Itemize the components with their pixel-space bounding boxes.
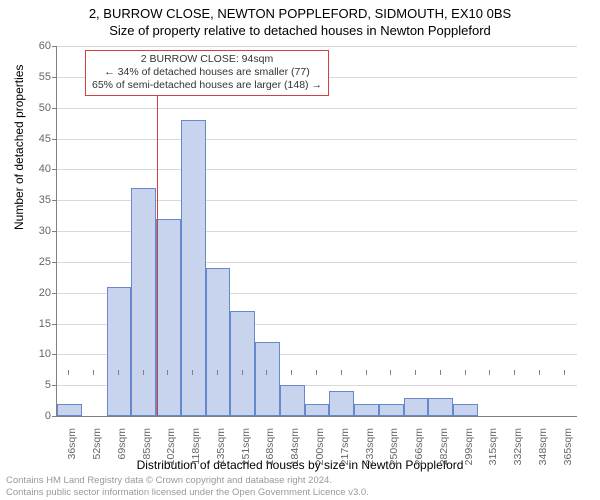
xtick-label: 315sqm bbox=[487, 428, 499, 472]
xtick-mark bbox=[366, 370, 367, 375]
footer-copyright-2: Contains public sector information licen… bbox=[6, 487, 369, 498]
histogram-bar bbox=[379, 404, 404, 416]
xtick-mark bbox=[118, 370, 119, 375]
ytick-label: 25 bbox=[23, 256, 51, 268]
xtick-label: 36sqm bbox=[66, 428, 78, 472]
ytick-label: 50 bbox=[23, 102, 51, 114]
xtick-label: 299sqm bbox=[463, 428, 475, 472]
histogram-chart: 0510152025303540455055602 BURROW CLOSE: … bbox=[56, 46, 577, 417]
ytick-mark bbox=[52, 108, 57, 109]
gridline bbox=[57, 46, 577, 47]
histogram-bar bbox=[428, 398, 453, 417]
histogram-bar bbox=[329, 391, 354, 416]
xtick-mark bbox=[242, 370, 243, 375]
histogram-bar bbox=[404, 398, 429, 417]
histogram-bar bbox=[131, 188, 156, 416]
ytick-mark bbox=[52, 354, 57, 355]
ytick-mark bbox=[52, 139, 57, 140]
xtick-mark bbox=[539, 370, 540, 375]
gridline bbox=[57, 139, 577, 140]
xtick-mark bbox=[192, 370, 193, 375]
ytick-mark bbox=[52, 385, 57, 386]
xtick-label: 282sqm bbox=[438, 428, 450, 472]
ytick-mark bbox=[52, 46, 57, 47]
ytick-mark bbox=[52, 200, 57, 201]
ytick-mark bbox=[52, 262, 57, 263]
ytick-label: 40 bbox=[23, 163, 51, 175]
xtick-label: 184sqm bbox=[289, 428, 301, 472]
xtick-label: 250sqm bbox=[388, 428, 400, 472]
annotation-box: 2 BURROW CLOSE: 94sqm← 34% of detached h… bbox=[85, 50, 329, 96]
histogram-bar bbox=[354, 404, 379, 416]
reference-line bbox=[157, 96, 158, 416]
ytick-label: 5 bbox=[23, 379, 51, 391]
xtick-mark bbox=[316, 370, 317, 375]
xtick-label: 151sqm bbox=[240, 428, 252, 472]
histogram-bar bbox=[57, 404, 82, 416]
gridline bbox=[57, 169, 577, 170]
ytick-label: 0 bbox=[23, 410, 51, 422]
xtick-mark bbox=[93, 370, 94, 375]
xtick-mark bbox=[341, 370, 342, 375]
xtick-mark bbox=[440, 370, 441, 375]
xtick-mark bbox=[167, 370, 168, 375]
page-title: 2, BURROW CLOSE, NEWTON POPPLEFORD, SIDM… bbox=[0, 0, 600, 21]
xtick-mark bbox=[217, 370, 218, 375]
ytick-label: 55 bbox=[23, 71, 51, 83]
ytick-label: 45 bbox=[23, 133, 51, 145]
histogram-bar bbox=[305, 404, 330, 416]
xtick-label: 69sqm bbox=[116, 428, 128, 472]
histogram-bar bbox=[280, 385, 305, 416]
xtick-mark bbox=[564, 370, 565, 375]
ytick-label: 20 bbox=[23, 287, 51, 299]
histogram-bar bbox=[230, 311, 255, 416]
xtick-mark bbox=[291, 370, 292, 375]
xtick-label: 233sqm bbox=[364, 428, 376, 472]
ytick-mark bbox=[52, 416, 57, 417]
page-subtitle: Size of property relative to detached ho… bbox=[0, 21, 600, 38]
xtick-label: 348sqm bbox=[537, 428, 549, 472]
histogram-bar bbox=[156, 219, 181, 416]
xtick-mark bbox=[489, 370, 490, 375]
annotation-line2: ← 34% of detached houses are smaller (77… bbox=[92, 66, 322, 79]
histogram-bar bbox=[453, 404, 478, 416]
ytick-mark bbox=[52, 324, 57, 325]
xtick-label: 365sqm bbox=[562, 428, 574, 472]
footer-copyright-1: Contains HM Land Registry data © Crown c… bbox=[6, 475, 332, 486]
xtick-mark bbox=[68, 370, 69, 375]
ytick-label: 60 bbox=[23, 40, 51, 52]
annotation-line1: 2 BURROW CLOSE: 94sqm bbox=[92, 53, 322, 66]
xtick-label: 85sqm bbox=[141, 428, 153, 472]
xtick-label: 217sqm bbox=[339, 428, 351, 472]
ytick-label: 35 bbox=[23, 194, 51, 206]
xtick-label: 135sqm bbox=[215, 428, 227, 472]
ytick-mark bbox=[52, 293, 57, 294]
ytick-label: 15 bbox=[23, 318, 51, 330]
xtick-mark bbox=[465, 370, 466, 375]
ytick-mark bbox=[52, 231, 57, 232]
ytick-label: 30 bbox=[23, 225, 51, 237]
xtick-mark bbox=[390, 370, 391, 375]
ytick-mark bbox=[52, 169, 57, 170]
histogram-bar bbox=[255, 342, 280, 416]
annotation-line3: 65% of semi-detached houses are larger (… bbox=[92, 79, 322, 92]
histogram-bar bbox=[107, 287, 132, 417]
xtick-label: 102sqm bbox=[165, 428, 177, 472]
xtick-label: 332sqm bbox=[512, 428, 524, 472]
xtick-label: 266sqm bbox=[413, 428, 425, 472]
xtick-mark bbox=[143, 370, 144, 375]
xtick-label: 118sqm bbox=[190, 428, 202, 472]
xtick-label: 200sqm bbox=[314, 428, 326, 472]
xtick-mark bbox=[266, 370, 267, 375]
xtick-label: 168sqm bbox=[264, 428, 276, 472]
ytick-label: 10 bbox=[23, 348, 51, 360]
xtick-mark bbox=[415, 370, 416, 375]
histogram-bar bbox=[206, 268, 231, 416]
ytick-mark bbox=[52, 77, 57, 78]
xtick-mark bbox=[514, 370, 515, 375]
gridline bbox=[57, 108, 577, 109]
xtick-label: 52sqm bbox=[91, 428, 103, 472]
